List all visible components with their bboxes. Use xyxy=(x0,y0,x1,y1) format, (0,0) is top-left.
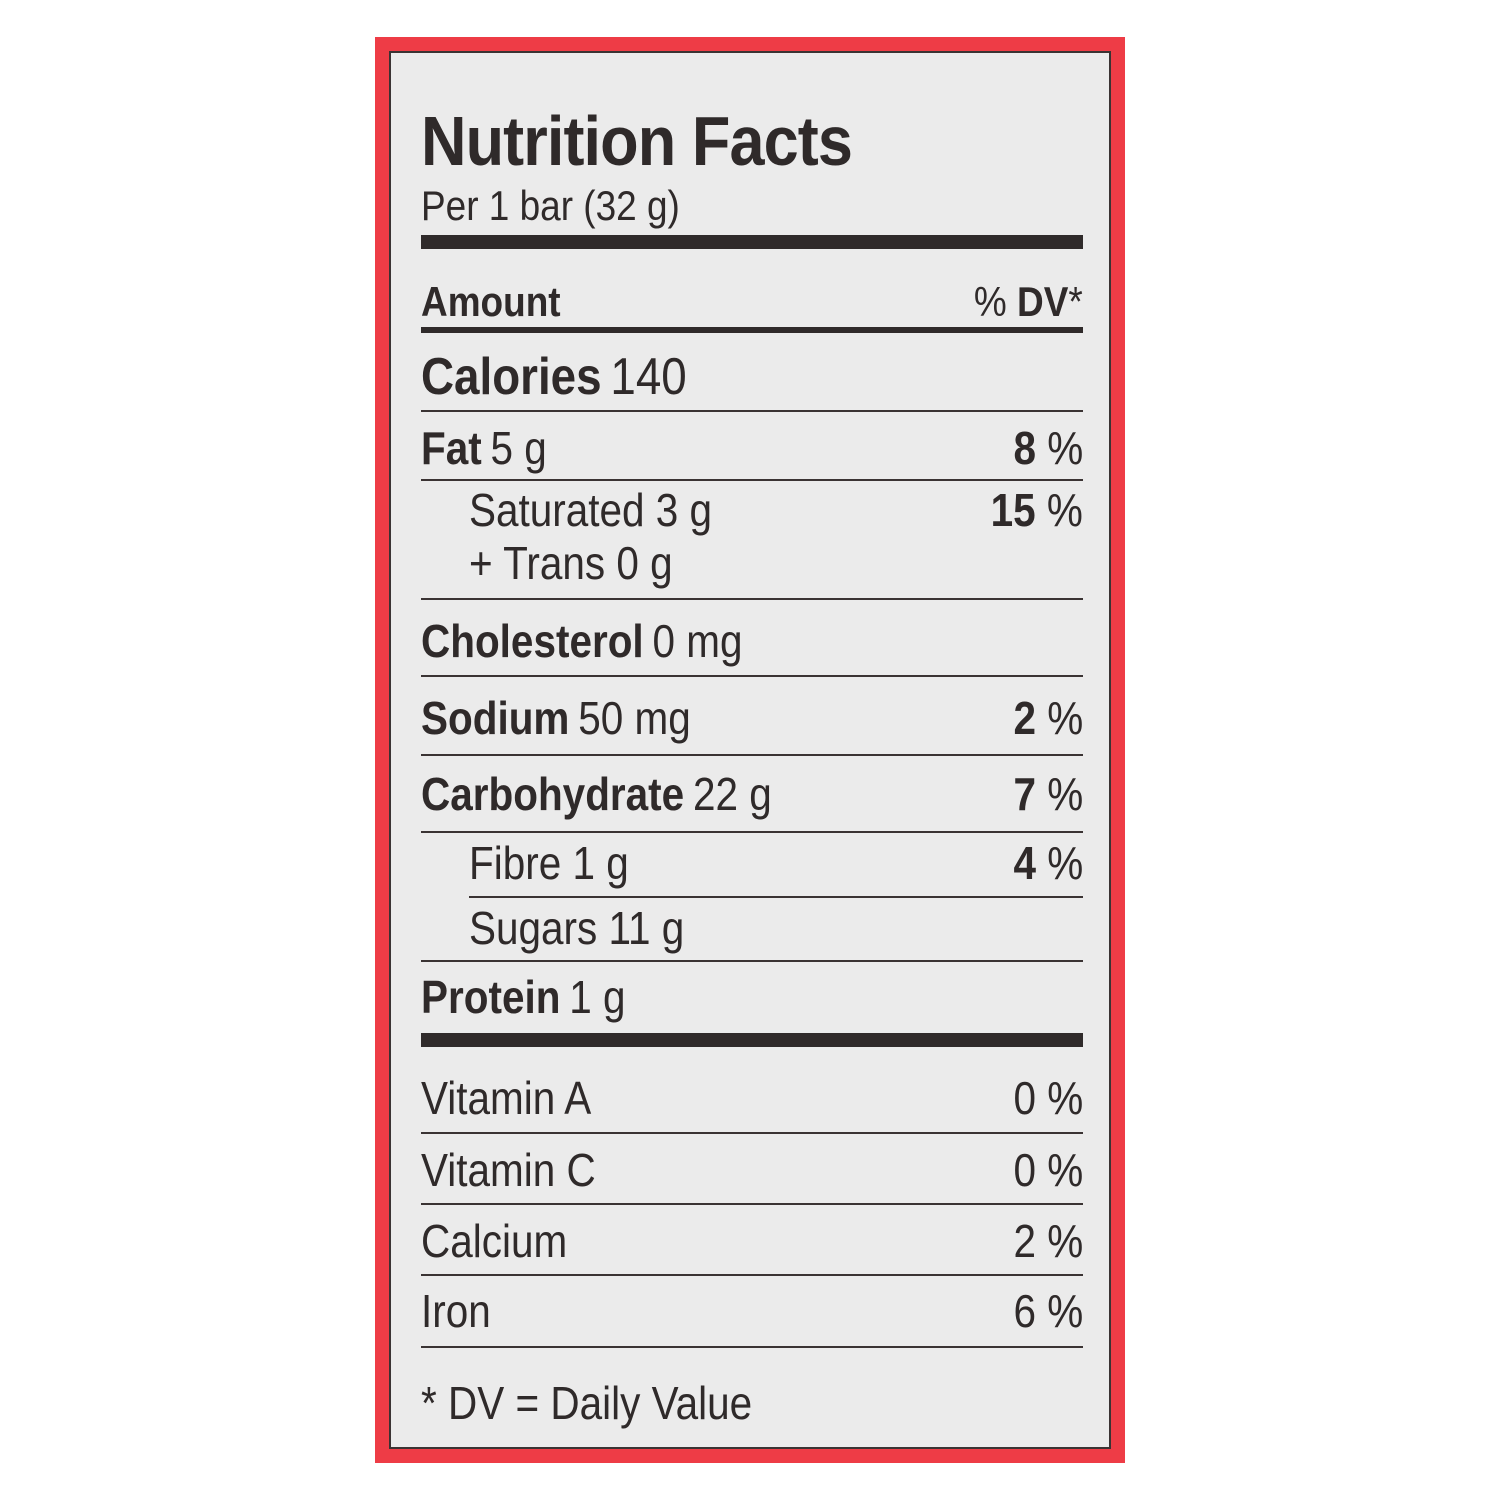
trans-row: + Trans 0 g xyxy=(421,536,1083,590)
trans-label: + Trans 0 g xyxy=(469,537,673,589)
sodium-text: Sodium 50 mg xyxy=(421,691,691,745)
sodium-dv-value: 2 xyxy=(1013,692,1036,744)
vitamin-label: Vitamin C xyxy=(421,1144,596,1196)
divider-vitamin-a xyxy=(421,1132,1083,1134)
dv-percent-sign: % xyxy=(974,278,1007,325)
divider-fat xyxy=(421,479,1083,481)
fat-amount: 5 g xyxy=(490,422,547,474)
saturated-dv: 15 % xyxy=(991,483,1083,537)
divider-thick-top xyxy=(421,235,1083,249)
fat-dv: 8 % xyxy=(1013,421,1083,475)
carbohydrate-text: Carbohydrate 22 g xyxy=(421,767,772,821)
saturated-label: Saturated 3 g xyxy=(469,484,713,536)
fibre-row: Fibre 1 g 4 % xyxy=(421,836,1083,890)
sodium-row: Sodium 50 mg 2 % xyxy=(421,691,1083,745)
fat-row: Fat 5 g 8 % xyxy=(421,421,1083,475)
footnote-row: * DV = Daily Value xyxy=(421,1376,1083,1430)
fibre-label: Fibre 1 g xyxy=(469,837,629,889)
fibre-dv-unit: % xyxy=(1047,837,1083,889)
vitamin-dv: 2 % xyxy=(1013,1215,1083,1267)
divider-vitamin-c xyxy=(421,1203,1083,1205)
fat-text: Fat 5 g xyxy=(421,421,547,475)
divider-calcium xyxy=(421,1274,1083,1276)
sugars-label: Sugars 11 g xyxy=(469,902,685,954)
nutrition-title: Nutrition Facts xyxy=(421,102,853,180)
calories-value: 140 xyxy=(610,348,687,406)
saturated-dv-value: 15 xyxy=(990,484,1036,536)
divider-fibre xyxy=(469,896,1083,898)
divider-iron xyxy=(421,1346,1083,1348)
nutrition-facts-panel: Nutrition Facts Per 1 bar (32 g) Amount … xyxy=(389,51,1111,1449)
saturated-dv-unit: % xyxy=(1047,484,1083,536)
sugars-row: Sugars 11 g xyxy=(421,901,1083,955)
cholesterol-amount: 0 mg xyxy=(652,615,743,667)
cholesterol-row: Cholesterol 0 mg xyxy=(421,614,1083,668)
cholesterol-text: Cholesterol 0 mg xyxy=(421,614,742,668)
sodium-amount: 50 mg xyxy=(578,692,691,744)
carbohydrate-row: Carbohydrate 22 g 7 % xyxy=(421,767,1083,821)
divider-sodium xyxy=(421,754,1083,756)
calories-label: Calories xyxy=(421,348,602,406)
carbohydrate-dv: 7 % xyxy=(1013,767,1083,821)
dv-asterisk: * xyxy=(1068,278,1083,325)
footnote: * DV = Daily Value xyxy=(421,1377,753,1429)
vitamin-row: Iron 6 % xyxy=(421,1284,1083,1338)
carbohydrate-amount: 22 g xyxy=(692,768,772,820)
protein-label: Protein xyxy=(421,971,561,1023)
protein-row: Protein 1 g xyxy=(421,970,1083,1024)
carbohydrate-label: Carbohydrate xyxy=(421,768,685,820)
vitamin-row: Calcium 2 % xyxy=(421,1214,1083,1268)
nutrition-label-border: Nutrition Facts Per 1 bar (32 g) Amount … xyxy=(375,37,1125,1463)
sodium-label: Sodium xyxy=(421,692,570,744)
fat-dv-unit: % xyxy=(1047,422,1083,474)
divider-carbohydrate xyxy=(421,831,1083,833)
fibre-dv-value: 4 xyxy=(1013,837,1036,889)
cholesterol-label: Cholesterol xyxy=(421,615,644,667)
vitamin-label: Iron xyxy=(421,1285,491,1337)
vitamin-label: Calcium xyxy=(421,1215,568,1267)
column-header-row: Amount % DV* xyxy=(421,277,1083,327)
vitamin-dv: 6 % xyxy=(1013,1285,1083,1337)
vitamin-label: Vitamin A xyxy=(421,1072,592,1124)
vitamin-row: Vitamin C 0 % xyxy=(421,1143,1083,1197)
divider-calories xyxy=(421,410,1083,412)
dv-header: % DV* xyxy=(974,277,1083,327)
divider-thick-bottom xyxy=(421,1033,1083,1047)
dv-label: DV xyxy=(1017,278,1069,325)
divider-cholesterol xyxy=(421,675,1083,677)
vitamin-row: Vitamin A 0 % xyxy=(421,1071,1083,1125)
serving-size: Per 1 bar (32 g) xyxy=(421,182,680,229)
carbohydrate-dv-unit: % xyxy=(1047,768,1083,820)
fat-dv-value: 8 xyxy=(1013,422,1036,474)
divider-saturated xyxy=(421,598,1083,600)
vitamin-dv: 0 % xyxy=(1013,1144,1083,1196)
sodium-dv: 2 % xyxy=(1013,691,1083,745)
protein-amount: 1 g xyxy=(569,971,626,1023)
protein-text: Protein 1 g xyxy=(421,970,626,1024)
divider-sugars xyxy=(421,960,1083,962)
divider-medium xyxy=(421,327,1083,333)
amount-header: Amount xyxy=(421,278,561,325)
saturated-row: Saturated 3 g 15 % xyxy=(421,483,1083,537)
fat-label: Fat xyxy=(421,422,482,474)
vitamin-dv: 0 % xyxy=(1013,1072,1083,1124)
carbohydrate-dv-value: 7 xyxy=(1013,768,1036,820)
calories-text: Calories 140 xyxy=(421,347,687,407)
fibre-dv: 4 % xyxy=(1013,836,1083,890)
sodium-dv-unit: % xyxy=(1047,692,1083,744)
calories-row: Calories 140 xyxy=(421,347,1083,407)
